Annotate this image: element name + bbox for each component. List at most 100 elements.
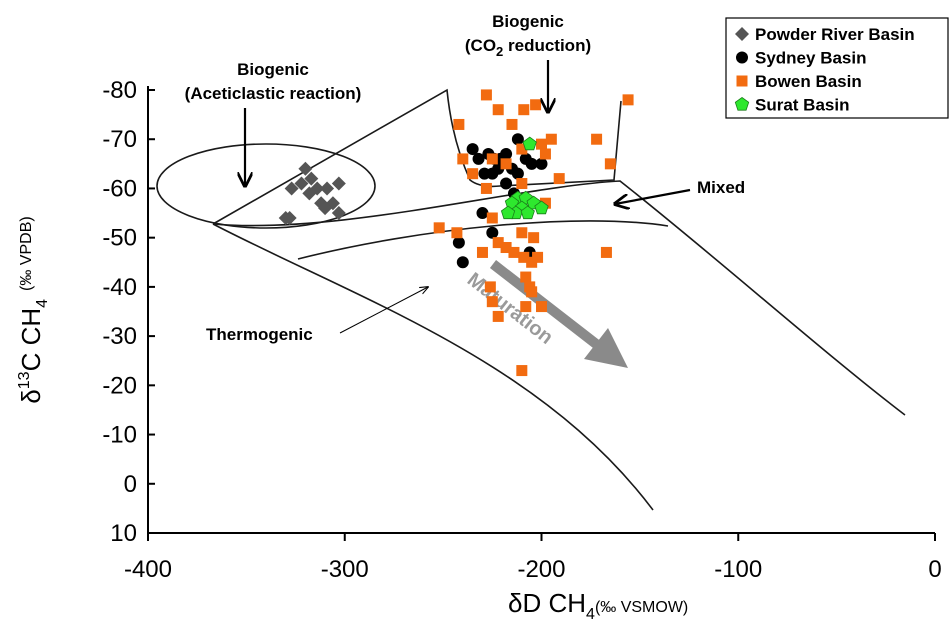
- data-point-sydney-basin: [452, 236, 465, 249]
- data-point-bowen-basin: [516, 178, 528, 190]
- data-point-bowen-basin: [500, 158, 512, 170]
- data-point-sydney-basin: [486, 226, 499, 239]
- mixed-label: Mixed: [697, 178, 745, 197]
- data-point-bowen-basin: [457, 153, 469, 165]
- mixed-lower-boundary: [297, 220, 669, 260]
- data-point-sydney-basin: [472, 152, 485, 165]
- thermogenic-lower-boundary: [212, 223, 654, 511]
- y-tick-label: -70: [102, 126, 137, 153]
- data-point-powder-river-basin: [294, 176, 309, 191]
- biogenic-acetic-label-2: (Aceticlastic reaction): [185, 84, 362, 103]
- data-point-bowen-basin: [506, 118, 518, 130]
- legend-box: [725, 17, 949, 119]
- x-tick-label: -400: [124, 556, 172, 583]
- data-point-bowen-basin: [518, 251, 530, 263]
- data-points: [278, 89, 634, 377]
- data-point-bowen-basin: [492, 237, 504, 249]
- y-tick-label: 10: [110, 520, 137, 547]
- data-point-surat-basin: [520, 205, 535, 220]
- legend-marker-bowen-basin: [736, 75, 748, 87]
- data-point-bowen-basin: [492, 310, 504, 322]
- acetic-region-ellipse: [156, 143, 376, 229]
- data-point-powder-river-basin: [331, 206, 346, 221]
- thermogenic-label: Thermogenic: [206, 325, 313, 344]
- data-point-sydney-basin: [456, 256, 469, 269]
- data-point-powder-river-basin: [304, 171, 319, 186]
- x-tick-label: 0: [928, 556, 941, 583]
- data-point-bowen-basin: [500, 242, 512, 254]
- legend-label-powder-river-basin: Powder River Basin: [755, 25, 915, 44]
- data-point-bowen-basin: [553, 173, 565, 185]
- data-point-sydney-basin: [466, 143, 479, 156]
- data-point-bowen-basin: [622, 94, 634, 106]
- biogenic-co2-label-1: Biogenic: [492, 12, 564, 31]
- data-point-bowen-basin: [467, 168, 479, 180]
- data-point-bowen-basin: [516, 143, 528, 155]
- data-point-bowen-basin: [539, 197, 551, 209]
- x-tick-label: -300: [321, 556, 369, 583]
- x-tick-label: -200: [517, 556, 565, 583]
- y-tick-label: 0: [124, 471, 137, 498]
- y-axis-title: δ13C CH4(‰ VPDB): [16, 216, 51, 403]
- maturation-arrow: Maturation: [463, 260, 628, 368]
- data-point-bowen-basin: [508, 246, 520, 258]
- data-point-bowen-basin: [480, 89, 492, 101]
- x-ticks: -400 -300 -200 -100 0: [124, 533, 942, 583]
- legend-label-sydney-basin: Sydney Basin: [755, 49, 867, 68]
- svg-text:δD CH4(‰ VSMOW): δD CH4(‰ VSMOW): [508, 588, 688, 622]
- data-point-bowen-basin: [486, 153, 498, 165]
- x-axis-title: δD CH4(‰ VSMOW): [508, 588, 688, 622]
- data-point-bowen-basin: [480, 182, 492, 194]
- y-tick-label: -50: [102, 225, 137, 252]
- data-point-sydney-basin: [511, 167, 524, 180]
- data-point-sydney-basin: [476, 207, 489, 220]
- data-point-bowen-basin: [486, 296, 498, 308]
- data-point-bowen-basin: [520, 301, 532, 313]
- data-point-bowen-basin: [453, 118, 465, 130]
- data-point-bowen-basin: [545, 133, 557, 145]
- legend-label-surat-basin: Surat Basin: [755, 96, 849, 115]
- data-point-bowen-basin: [516, 365, 528, 377]
- annotations: Biogenic (Aceticlastic reaction) Biogeni…: [185, 12, 746, 344]
- data-point-bowen-basin: [600, 246, 612, 258]
- region-outlines: [156, 88, 906, 511]
- y-tick-label: -60: [102, 175, 137, 202]
- data-point-bowen-basin: [536, 138, 547, 150]
- data-point-bowen-basin: [518, 104, 530, 116]
- data-point-bowen-basin: [591, 133, 603, 145]
- data-point-bowen-basin: [486, 212, 498, 224]
- data-point-bowen-basin: [532, 251, 544, 263]
- data-point-powder-river-basin: [318, 201, 333, 216]
- biogenic-acetic-label-1: Biogenic: [237, 60, 309, 79]
- data-point-powder-river-basin: [320, 181, 335, 196]
- legend-marker-surat-basin: [734, 97, 750, 111]
- data-point-bowen-basin: [520, 271, 532, 283]
- data-point-powder-river-basin: [298, 161, 313, 176]
- data-point-bowen-basin: [516, 227, 528, 239]
- data-point-bowen-basin: [492, 104, 504, 116]
- legend: Powder River Basin Sydney Basin Bowen Basi…: [725, 17, 949, 119]
- data-point-bowen-basin: [451, 227, 463, 239]
- thermogenic-upper-boundary: [212, 180, 906, 416]
- y-tick-label: -10: [102, 422, 137, 449]
- data-point-bowen-basin: [604, 158, 616, 170]
- data-point-powder-river-basin: [331, 176, 346, 191]
- data-point-bowen-basin: [528, 232, 540, 244]
- legend-marker-sydney-basin: [736, 51, 748, 64]
- y-tick-label: -40: [102, 274, 137, 301]
- y-tick-label: -20: [102, 372, 137, 399]
- data-point-bowen-basin: [484, 281, 496, 293]
- data-point-bowen-basin: [536, 301, 547, 313]
- svg-text:δ13C CH4(‰ VPDB): δ13C CH4(‰ VPDB): [16, 216, 51, 403]
- data-point-sydney-basin: [500, 147, 513, 160]
- data-point-powder-river-basin: [302, 186, 317, 201]
- legend-label-bowen-basin: Bowen Basin: [755, 72, 862, 91]
- biogenic-co2-label-2: (CO2 reduction): [465, 36, 591, 59]
- data-point-powder-river-basin: [284, 181, 299, 196]
- data-point-surat-basin: [500, 205, 516, 220]
- data-point-bowen-basin: [526, 256, 538, 268]
- data-point-sydney-basin: [525, 157, 538, 170]
- mixed-arrow: [615, 188, 691, 204]
